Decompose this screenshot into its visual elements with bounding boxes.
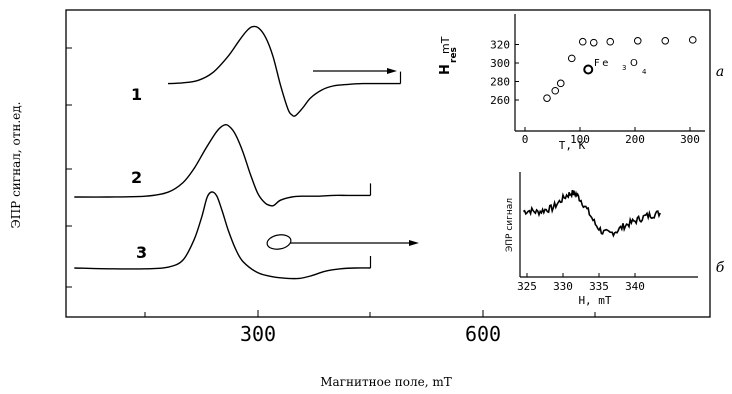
- inset-a-ylabel-unit: mT: [439, 36, 452, 54]
- inset-a-y-tick-label: 320: [490, 39, 510, 52]
- inset-a-annotation-sub4: 4: [642, 68, 647, 76]
- inset-a-points: [543, 36, 697, 102]
- inset-a-data-point: [589, 38, 598, 47]
- inset-b-spectrum: [522, 189, 661, 238]
- main-y-axis-label: ЭПР сигнал, отн.ед.: [9, 102, 23, 229]
- inset-a-ylabel-H: H: [438, 64, 453, 75]
- inset-a-y-axis-label: H res mT: [438, 36, 459, 75]
- inset-a-annotation-o: O: [630, 58, 638, 69]
- inset-a-data-point: [606, 37, 615, 46]
- inset-b-x-tick-label: 340: [625, 280, 645, 293]
- inset-a-annotation-fe: Fe: [594, 58, 611, 69]
- inset-a-x-tick-label: 200: [625, 133, 645, 146]
- spectrum-curve-3: [74, 191, 371, 280]
- series-label-3: 3: [136, 243, 147, 262]
- inset-a-annotation-sub3: 3: [622, 64, 626, 72]
- curve1-arrow: [313, 68, 397, 74]
- inset-a-x-tick-label: 0: [522, 133, 529, 146]
- inset-b-x-axis-label: H, mT: [578, 294, 611, 307]
- series-label-1: 1: [131, 85, 142, 104]
- inset-b-x-tick-label: 325: [517, 280, 537, 293]
- inset-a-panel-label: a: [716, 64, 724, 80]
- inset-a-y-tick-label: 280: [490, 76, 510, 89]
- inset-b-x-tick-label: 330: [553, 280, 573, 293]
- spectrum-curve-2: [74, 123, 371, 207]
- inset-a-data-point: [567, 54, 576, 63]
- inset-a-x-tick-label: 300: [680, 133, 700, 146]
- inset-a-y-tick-label: 260: [490, 94, 510, 107]
- inset-a-data-point: [556, 79, 565, 88]
- main-series-labels: 1 2 3: [131, 85, 147, 262]
- inset-a-ticks: 0 100 200 300 260 280 300 320: [490, 39, 700, 147]
- main-spectra: [74, 25, 402, 280]
- main-x-tick-label-300: 300: [240, 322, 276, 346]
- inset-a-panel: 0 100 200 300 260 280 300 320 H res mT T, K Fe …: [438, 14, 724, 152]
- inset-a-y-tick-label: 300: [490, 57, 510, 70]
- inset-b-y-axis-label: ЭПР сигнал: [505, 198, 515, 252]
- inset-a-annotation: Fe 3 O 4: [594, 58, 647, 76]
- inset-a-data-point: [578, 37, 587, 46]
- inset-b-panel: 325 330 335 340 ЭПР сигнал H, mT б: [505, 172, 725, 307]
- series-label-2: 2: [131, 168, 142, 187]
- inset-b-ticks: 325 330 335 340: [517, 273, 645, 293]
- inset-b-panel-label: б: [716, 260, 725, 276]
- inset-b-x-tick-label: 335: [589, 280, 609, 293]
- main-x-tick-label-600: 600: [465, 322, 501, 346]
- inset-a-x-tick-label: 100: [570, 133, 590, 146]
- main-plot-frame: [65, 9, 711, 318]
- inset-a-legend-marker: [583, 64, 594, 75]
- inset-a-x-axis-label: T, K: [559, 139, 586, 152]
- main-y-ticks: [66, 47, 72, 288]
- curve3-arrow: [266, 234, 419, 250]
- inset-a-data-point: [543, 94, 551, 102]
- inset-a-data-point: [551, 86, 560, 95]
- main-x-ticks: [144, 310, 596, 317]
- main-x-axis-label: Магнитное поле, mT: [320, 375, 451, 389]
- spectrum-curve-1: [167, 25, 401, 117]
- inset-a-data-point: [661, 37, 670, 45]
- inset-a-data-point: [688, 36, 697, 44]
- inset-a-ylabel-sub: res: [449, 47, 459, 63]
- inset-a-data-point: [633, 37, 642, 45]
